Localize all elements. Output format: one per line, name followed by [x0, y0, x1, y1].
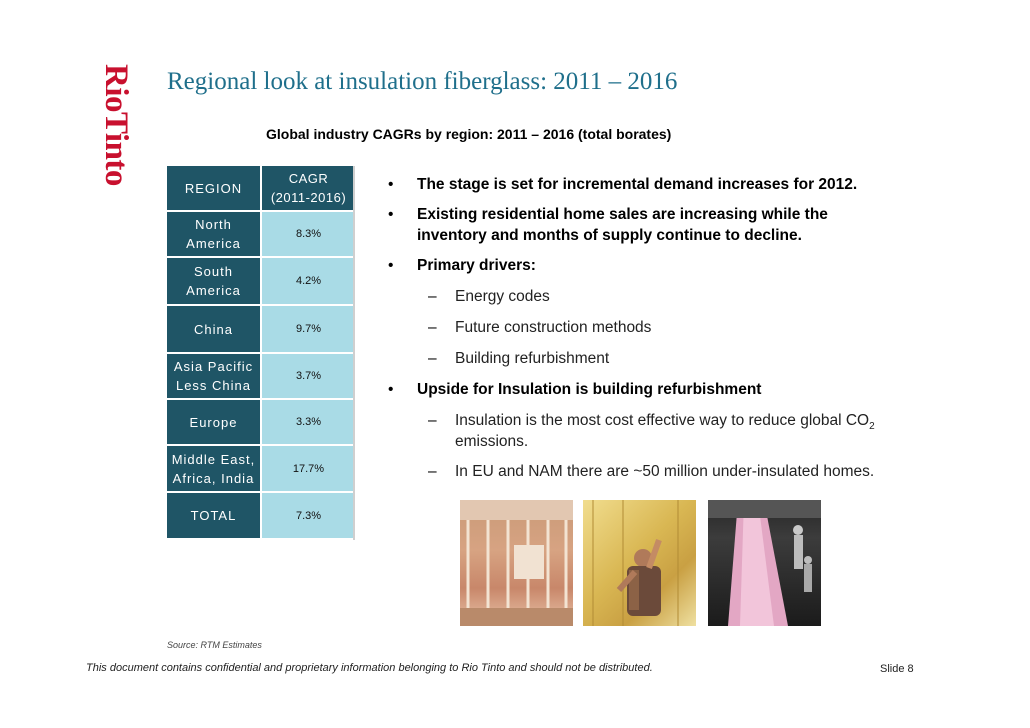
cagr-cell: 17.7% [262, 446, 355, 493]
header-cagr: CAGR (2011-2016) [262, 166, 355, 212]
cagr-cell: 4.2% [262, 258, 355, 306]
photo-fiberglass-production [708, 500, 821, 626]
region-cell: North America [167, 212, 260, 258]
table-row: Middle East, Africa, India 17.7% [167, 446, 355, 493]
table-row: Europe 3.3% [167, 400, 355, 446]
photo-insulated-room [460, 500, 573, 626]
cagr-cell: 9.7% [262, 306, 355, 354]
region-cell: Middle East, Africa, India [167, 446, 260, 493]
slide-number: Slide 8 [880, 663, 914, 675]
region-cell: Europe [167, 400, 260, 446]
logo-text: RioTinto [98, 64, 134, 186]
photo-worker-installing [583, 500, 696, 626]
table-header-row: REGION CAGR (2011-2016) [167, 166, 355, 212]
source-note: Source: RTM Estimates [167, 640, 262, 650]
slide-title: Regional look at insulation fiberglass: … [167, 68, 678, 95]
table-row: South America 4.2% [167, 258, 355, 306]
cagr-cell: 8.3% [262, 212, 355, 258]
region-cell: South America [167, 258, 260, 306]
cagr-cell: 7.3% [262, 493, 355, 540]
cagr-cell: 3.3% [262, 400, 355, 446]
cagr-cell: 3.7% [262, 354, 355, 400]
table-row: Asia Pacific Less China 3.7% [167, 354, 355, 400]
confidentiality-notice: This document contains confidential and … [86, 662, 653, 674]
chart-subtitle: Global industry CAGRs by region: 2011 – … [266, 126, 672, 142]
table-row: China 9.7% [167, 306, 355, 354]
table-row: TOTAL 7.3% [167, 493, 355, 540]
region-cell: Asia Pacific Less China [167, 354, 260, 400]
rio-tinto-logo: RioTinto [98, 64, 140, 196]
table-row: North America 8.3% [167, 212, 355, 258]
region-cell: China [167, 306, 260, 354]
table-border [353, 166, 355, 540]
region-cell: TOTAL [167, 493, 260, 540]
header-region: REGION [167, 166, 260, 212]
